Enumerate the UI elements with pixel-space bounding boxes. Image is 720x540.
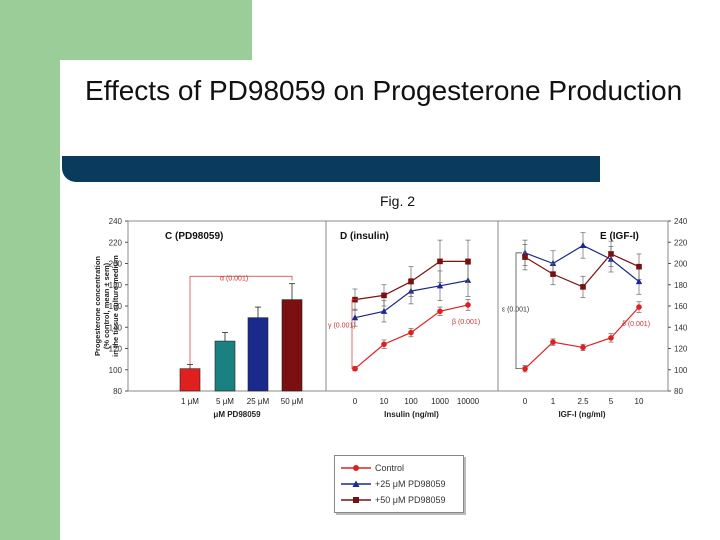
title-underline-bar bbox=[62, 156, 600, 182]
y-tick-label-right: 240 bbox=[674, 217, 688, 226]
slide-title: Effects of PD98059 on Progesterone Produ… bbox=[85, 75, 683, 106]
point-2 bbox=[580, 284, 586, 290]
y-tick-label-right: 180 bbox=[674, 281, 688, 290]
chart-legend: Control +25 μM PD98059 +50 μM PD98059 bbox=[334, 455, 464, 513]
point-1 bbox=[635, 278, 643, 285]
bar-0 bbox=[179, 368, 201, 392]
point-1 bbox=[436, 282, 444, 289]
y-tick-label-left: 200 bbox=[109, 260, 123, 269]
point-2 bbox=[550, 271, 556, 277]
point-1 bbox=[579, 241, 587, 248]
point-0 bbox=[608, 335, 614, 341]
bar-1 bbox=[214, 340, 236, 392]
y-tick-label-right: 200 bbox=[674, 260, 688, 269]
point-1 bbox=[351, 314, 359, 321]
point-0 bbox=[580, 344, 586, 351]
figure-label: Fig. 2 bbox=[380, 193, 416, 209]
x-tick-label: 2.5 bbox=[577, 397, 589, 406]
bar-3 bbox=[281, 299, 303, 392]
legend-label-25um: +25 μM PD98059 bbox=[375, 479, 446, 489]
y-tick-label-left: 120 bbox=[109, 345, 123, 354]
x-tick-label: 1 bbox=[551, 397, 556, 406]
point-0 bbox=[522, 365, 528, 372]
x-tick-label: 10000 bbox=[457, 397, 480, 406]
series-line-1 bbox=[354, 279, 469, 319]
point-0 bbox=[636, 304, 642, 310]
gamma-bracket bbox=[351, 299, 358, 370]
y-axis-label-line: (% control, mean ± sem) bbox=[102, 262, 111, 349]
legend-label-50um: +50 μM PD98059 bbox=[375, 495, 446, 505]
bar-2 bbox=[247, 317, 269, 392]
legend-item-control: Control bbox=[341, 462, 461, 476]
y-tick-label-left: 80 bbox=[113, 387, 122, 396]
series-line-0 bbox=[524, 306, 640, 370]
panel-label: C (PD98059) bbox=[165, 231, 223, 242]
y-tick-label-left: 240 bbox=[109, 217, 123, 226]
epsilon-bracket bbox=[515, 252, 522, 370]
beta-annotation: β (0.001) bbox=[452, 319, 480, 326]
legend-item-25um: +25 μM PD98059 bbox=[341, 478, 461, 492]
y-tick-label-left: 220 bbox=[109, 238, 123, 247]
x-tick-label: 10 bbox=[635, 397, 644, 406]
x-tick-label: 5 μM bbox=[216, 397, 234, 406]
panel-label: E (IGF-I) bbox=[600, 231, 639, 242]
x-axis-label: μM PD98059 bbox=[213, 410, 261, 419]
point-0 bbox=[408, 329, 414, 336]
point-2 bbox=[465, 258, 471, 265]
y-tick-label-right: 160 bbox=[674, 302, 688, 311]
y-tick-label-right: 120 bbox=[674, 345, 688, 354]
point-0 bbox=[437, 308, 443, 315]
y-tick-label-left: 160 bbox=[109, 302, 123, 311]
point-1 bbox=[549, 260, 557, 266]
point-2 bbox=[437, 258, 443, 265]
left-decor-bar bbox=[0, 0, 60, 540]
point-0 bbox=[465, 302, 471, 308]
y-axis-label-line: in the tissue culture medium bbox=[111, 255, 120, 357]
y-tick-label-right: 220 bbox=[674, 238, 688, 247]
point-2 bbox=[408, 278, 414, 285]
panel-label: D (insulin) bbox=[340, 231, 389, 242]
point-1 bbox=[380, 307, 388, 314]
epsilon-annotation: ε (0.001) bbox=[502, 306, 529, 313]
y-tick-label-left: 100 bbox=[109, 366, 123, 375]
x-tick-label: 0 bbox=[353, 397, 358, 406]
y-tick-label-right: 140 bbox=[674, 323, 688, 332]
y-tick-label-left: 140 bbox=[109, 323, 123, 332]
point-2 bbox=[636, 263, 642, 270]
delta-annotation: δ (0.001) bbox=[622, 321, 650, 328]
point-0 bbox=[550, 339, 556, 345]
x-axis-label: Insulin (ng/ml) bbox=[384, 410, 439, 419]
figure-2-chart: 8010012014016018020022024080100120140160… bbox=[93, 217, 688, 419]
x-axis-label: IGF-I (ng/ml) bbox=[558, 410, 605, 419]
x-tick-label: 50 μM bbox=[281, 397, 304, 406]
point-0 bbox=[381, 341, 387, 348]
x-tick-label: 1000 bbox=[431, 397, 449, 406]
y-tick-label-left: 180 bbox=[109, 281, 123, 290]
y-axis-label-line: Progesterone concentration bbox=[93, 256, 102, 356]
alpha-annotation: α (0.001) bbox=[220, 275, 248, 282]
point-2 bbox=[522, 254, 528, 260]
point-2 bbox=[608, 251, 614, 257]
legend-label-control: Control bbox=[375, 463, 405, 473]
x-tick-label: 25 μM bbox=[247, 397, 270, 406]
x-tick-label: 5 bbox=[609, 397, 614, 406]
x-tick-label: 1 μM bbox=[181, 397, 199, 406]
y-tick-label-right: 80 bbox=[674, 387, 683, 396]
x-tick-label: 10 bbox=[380, 397, 389, 406]
point-2 bbox=[381, 292, 387, 299]
alpha-bracket bbox=[189, 275, 293, 366]
top-decor-block bbox=[0, 0, 252, 60]
gamma-annotation: γ (0.001) bbox=[328, 322, 356, 329]
y-tick-label-right: 100 bbox=[674, 366, 688, 375]
legend-item-50um: +50 μM PD98059 bbox=[341, 494, 461, 508]
x-tick-label: 100 bbox=[404, 397, 418, 406]
x-tick-label: 0 bbox=[523, 397, 528, 406]
